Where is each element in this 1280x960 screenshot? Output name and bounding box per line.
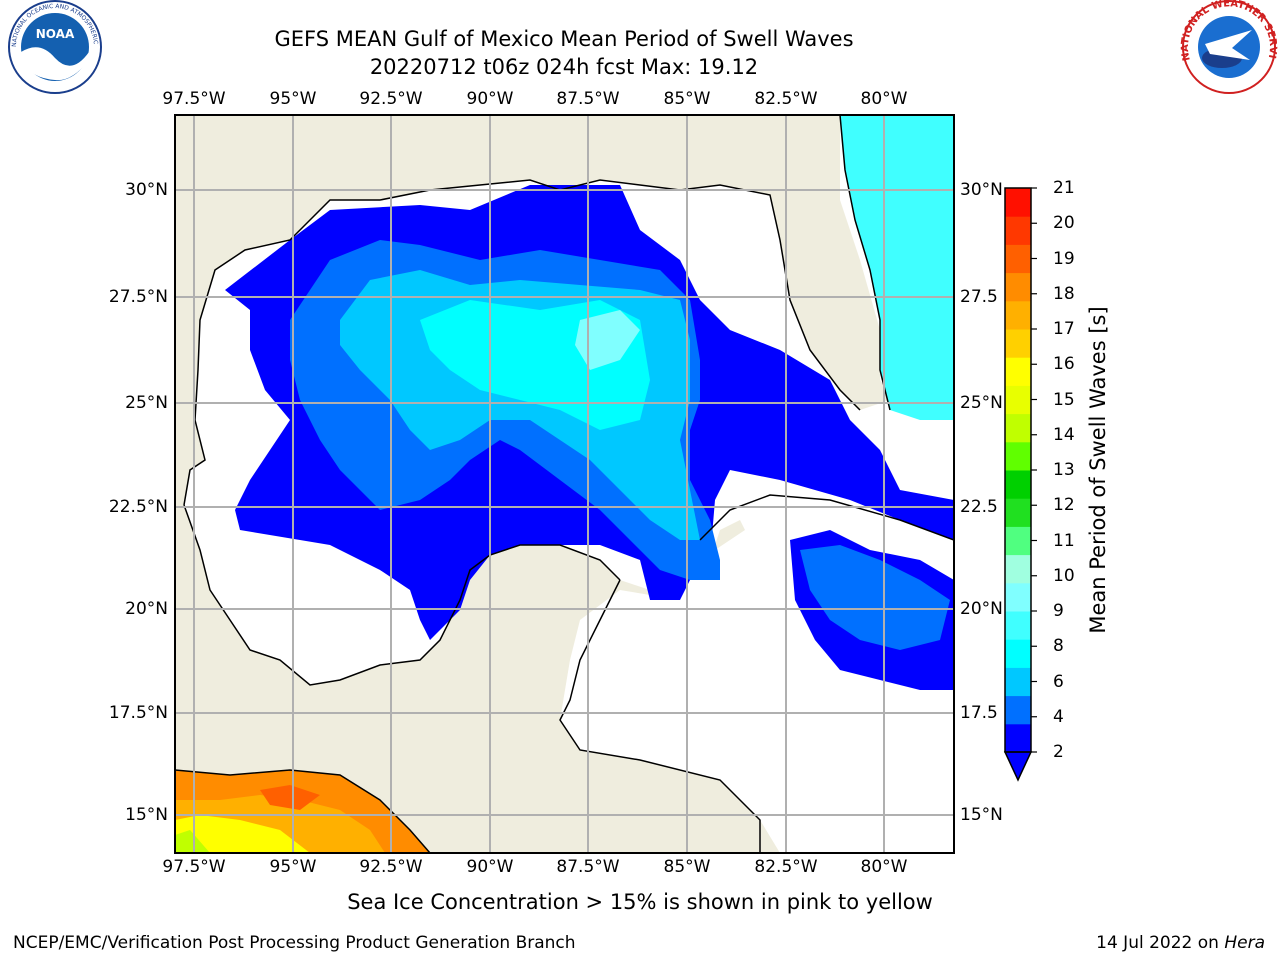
colorbar-tick-label: 11 (1053, 530, 1075, 551)
lat-label-right: 25°N (960, 393, 1003, 413)
colorbar-tick-label: 15 (1053, 389, 1075, 410)
colorbar-swatch (1005, 357, 1031, 386)
coastline (175, 115, 954, 853)
colorbar-tick-label: 2 (1053, 742, 1064, 762)
colorbar-swatch (1005, 639, 1031, 668)
colorbar (1003, 187, 1037, 782)
lon-label-bottom: 92.5°W (359, 857, 423, 877)
colorbar-tick-label: 13 (1053, 460, 1075, 480)
svg-text:NATIONAL WEATHER SERVICE: NATIONAL WEATHER SERVICE (0, 0, 1278, 62)
colorbar-swatch (1005, 526, 1031, 556)
colorbar-title: Mean Period of Swell Waves [s] (1086, 306, 1110, 634)
colorbar-swatch (1005, 582, 1031, 612)
noaa-logo: NOAA NATIONAL OCEANIC AND ATMOSPHERIC AD… (0, 0, 102, 94)
chart-title: GEFS MEAN Gulf of Mexico Mean Period of … (274, 27, 854, 51)
colorbar-tick-label: 18 (1053, 283, 1075, 304)
colorbar-swatch (1005, 188, 1031, 217)
lon-label-bottom: 90°W (466, 857, 514, 877)
graticule (175, 115, 954, 853)
colorbar-swatch (1005, 272, 1031, 302)
lon-label-bottom: 85°W (663, 857, 711, 877)
lat-label-right: 20°N (960, 599, 1003, 619)
colorbar-tick-label: 4 (1053, 706, 1064, 727)
lat-label-left: 17.5°N (108, 703, 168, 723)
colorbar-tick-label: 12 (1053, 495, 1075, 516)
colorbar-tick-label: 10 (1053, 565, 1075, 586)
colorbar-tick-label: 6 (1053, 671, 1064, 692)
swell-period-pacific-d (175, 830, 210, 853)
colorbar-swatch (1005, 470, 1031, 499)
swell-period-pacific-c (175, 815, 310, 853)
colorbar-tick-label: 9 (1053, 601, 1064, 621)
swell-period-6-8-atlantic (840, 115, 954, 420)
colorbar-swatch (1005, 216, 1031, 245)
colorbar-swatch (1005, 244, 1031, 274)
footer-branch: NCEP/EMC/Verification Post Processing Pr… (13, 933, 576, 953)
lat-label-left: 25°N (125, 393, 168, 413)
colorbar-tick-label: 16 (1053, 354, 1075, 375)
lat-label-right: 27.5 (960, 287, 998, 307)
noaa-logo-text: NOAA (36, 27, 75, 41)
lon-label-bottom: 87.5°W (556, 857, 620, 877)
swell-period-4-6b (800, 545, 950, 650)
lat-label-left: 30°N (125, 180, 168, 200)
colorbar-extend-arrow (1003, 751, 1033, 782)
colorbar-tick-label: 20 (1053, 213, 1075, 234)
colorbar-swatch (1005, 329, 1031, 358)
lat-label-left: 22.5°N (108, 497, 168, 517)
colorbar-swatch (1005, 554, 1031, 584)
lat-label-right: 15°N (960, 805, 1003, 825)
nws-ring-text: NATIONAL WEATHER SERVICE (0, 0, 1278, 62)
lon-label-top: 90°W (466, 89, 514, 109)
footer-date-text: 14 Jul 2022 on (1096, 933, 1219, 953)
colorbar-swatch (1005, 300, 1031, 330)
lat-label-right: 22.5 (960, 497, 998, 517)
colorbar-tick-label: 19 (1053, 248, 1075, 269)
colorbar-tick-label: 8 (1053, 636, 1064, 657)
colorbar-swatch (1005, 385, 1031, 415)
lon-label-bottom: 97.5°W (162, 857, 226, 877)
lon-label-top: 80°W (860, 89, 908, 109)
footer-date: 14 Jul 2022 on Hera (1096, 933, 1265, 953)
colorbar-swatch (1005, 723, 1031, 753)
sea-ice-note: Sea Ice Concentration > 15% is shown in … (347, 890, 933, 914)
lat-label-right: 17.5 (960, 703, 998, 723)
colorbar-swatch (1005, 611, 1031, 640)
footer-host: Hera (1224, 933, 1265, 953)
swell-period-9 (575, 310, 640, 370)
lon-label-top: 92.5°W (359, 89, 423, 109)
lon-label-top: 97.5°W (162, 89, 226, 109)
colorbar-swatch (1005, 667, 1031, 697)
lat-label-left: 27.5°N (108, 287, 168, 307)
colorbar-swatch (1005, 441, 1031, 471)
map-area (175, 115, 954, 853)
colorbar-tick-label: 14 (1053, 424, 1075, 445)
colorbar-swatch (1005, 413, 1031, 443)
lon-label-bottom: 80°W (860, 857, 908, 877)
lon-label-top: 82.5°W (754, 89, 818, 109)
lat-label-right: 30°N (960, 180, 1003, 200)
lon-label-top: 95°W (269, 89, 317, 109)
map-frame (174, 114, 955, 854)
colorbar-swatch (1005, 695, 1031, 725)
colorbar-tick-label: 21 (1053, 178, 1075, 198)
lon-label-top: 87.5°W (556, 89, 620, 109)
chart-subtitle: 20220712 t06z 024h fcst Max: 19.12 (369, 55, 759, 79)
lat-label-left: 20°N (125, 599, 168, 619)
colorbar-tick-label: 17 (1053, 319, 1075, 339)
swell-period-pacific-e (260, 785, 320, 810)
nws-logo: NATIONAL WEATHER SERVICE (0, 0, 1278, 94)
lon-label-bottom: 95°W (269, 857, 317, 877)
colorbar-swatch (1005, 498, 1031, 527)
lon-label-bottom: 82.5°W (754, 857, 818, 877)
lon-label-top: 85°W (663, 89, 711, 109)
lat-label-left: 15°N (125, 805, 168, 825)
